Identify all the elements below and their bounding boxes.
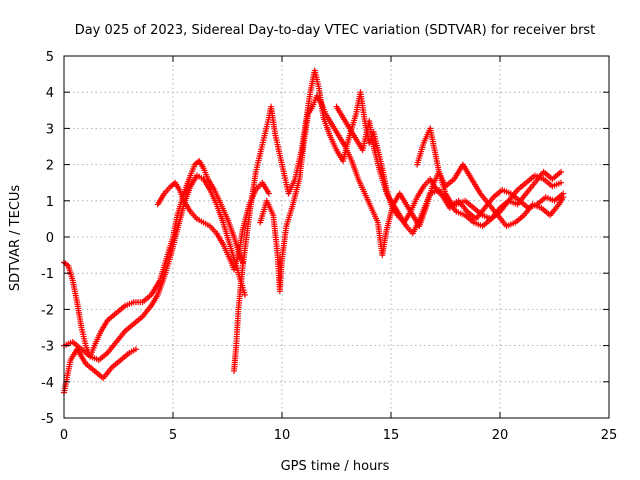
y-tick-label: 5 [46,50,54,65]
data-markers [61,67,567,396]
axis-ticks: 0 5 10 15 20 25 -5 -4 -3 -2 -1 0 1 2 3 4 5 [41,50,617,443]
x-tick-label: 20 [492,428,509,443]
y-tick-label: 3 [46,122,54,137]
data-point [558,179,565,186]
y-tick-label: -5 [41,412,54,427]
grid-lines [64,56,609,418]
y-tick-label: -3 [41,340,54,355]
series-trace-a [61,346,139,396]
series-trace-g [333,103,565,237]
data-point [241,291,248,298]
data-point [560,194,567,201]
y-tick-label: -1 [41,267,54,282]
series-trace-c [61,157,246,360]
y-tick-label: -2 [41,303,54,318]
x-axis-label: GPS time / hours [281,459,390,474]
chart-title: Day 025 of 2023, Sidereal Day-to-day VTE… [75,23,596,38]
y-tick-label: 1 [46,195,54,210]
x-tick-label: 10 [274,428,291,443]
y-tick-label: -4 [41,376,54,391]
data-point [132,346,139,353]
x-tick-label: 25 [601,428,618,443]
y-tick-label: 2 [46,159,54,174]
x-tick-label: 5 [169,428,177,443]
y-tick-label: 4 [46,86,54,101]
y-tick-label: 0 [46,231,54,246]
x-tick-label: 0 [60,428,68,443]
data-point [558,168,565,175]
y-axis-label: SDTVAR / TECUs [8,185,23,292]
x-tick-label: 15 [383,428,400,443]
data-point [265,190,272,197]
series-trace-h [414,125,567,230]
